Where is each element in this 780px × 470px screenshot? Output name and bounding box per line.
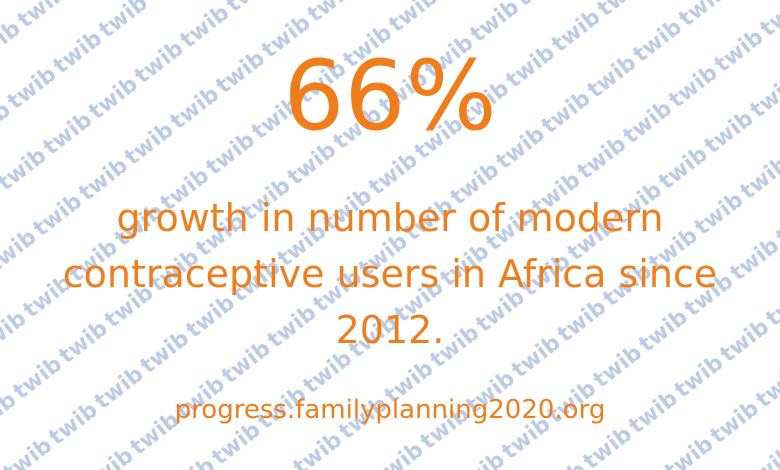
source-link[interactable]: progress.familyplanning2020.org xyxy=(174,395,606,425)
stat-description: growth in number of modern contraceptive… xyxy=(62,196,718,352)
stat-value: 66% xyxy=(283,40,497,152)
